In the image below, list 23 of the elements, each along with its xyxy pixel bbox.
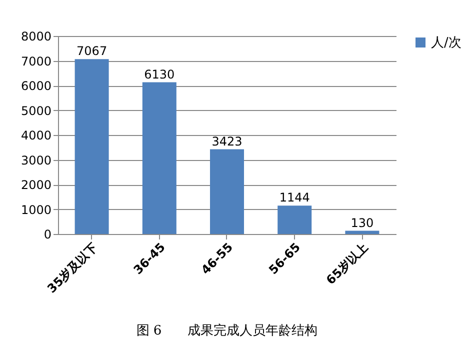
y-tick-label: 5000 bbox=[20, 104, 52, 118]
y-tick-label: 8000 bbox=[20, 30, 52, 44]
y-tick-label: 3000 bbox=[20, 153, 52, 168]
x-tick-label: 35岁及以下 bbox=[44, 240, 100, 296]
y-tick-label: 4000 bbox=[20, 128, 52, 142]
bar bbox=[74, 59, 109, 234]
y-tick-label: 2000 bbox=[20, 178, 52, 192]
y-tick-label: 7000 bbox=[20, 54, 52, 68]
data-label: 1144 bbox=[279, 190, 310, 205]
data-label: 7067 bbox=[76, 44, 108, 58]
y-tick-label: 1000 bbox=[20, 202, 52, 217]
bar bbox=[210, 149, 244, 234]
legend-label: 人/次 bbox=[431, 36, 462, 50]
data-label: 3423 bbox=[212, 134, 242, 148]
bar bbox=[142, 82, 176, 234]
data-label: 130 bbox=[350, 216, 374, 230]
bar bbox=[345, 230, 380, 234]
bar bbox=[278, 206, 312, 234]
y-tick-label: 6000 bbox=[20, 79, 52, 93]
text: 图 6 成果完成人员年龄结构 bbox=[136, 322, 318, 339]
data-label: 6130 bbox=[144, 67, 175, 82]
y-tick-label: 0 bbox=[44, 228, 52, 242]
x-tick-label: 65岁以上 bbox=[324, 240, 371, 288]
